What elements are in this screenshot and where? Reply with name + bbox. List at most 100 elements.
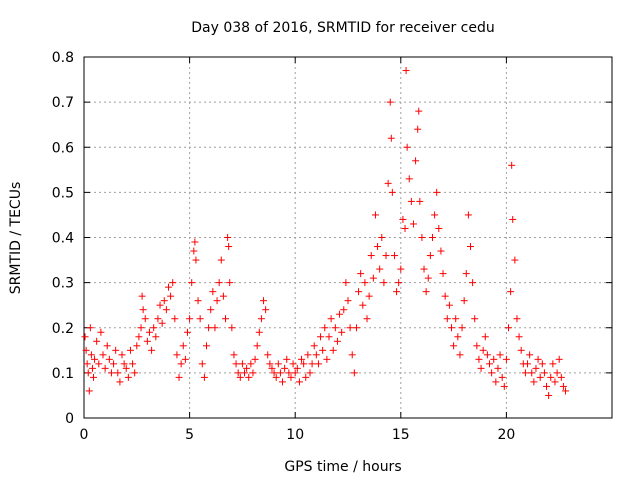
- data-point: [441, 292, 449, 300]
- data-point: [521, 369, 529, 377]
- data-point: [534, 355, 542, 363]
- data-point: [528, 369, 536, 377]
- data-point: [456, 351, 464, 359]
- data-point: [361, 279, 369, 287]
- data-point: [279, 378, 287, 386]
- data-point: [116, 378, 124, 386]
- data-point: [562, 387, 570, 395]
- data-point: [194, 297, 202, 305]
- data-point: [454, 333, 462, 341]
- data-point: [162, 306, 170, 314]
- data-point: [412, 157, 420, 165]
- data-point: [138, 292, 146, 300]
- data-point: [103, 342, 111, 350]
- data-point: [164, 283, 172, 291]
- data-point: [443, 315, 451, 323]
- data-point: [471, 315, 479, 323]
- data-point: [530, 378, 538, 386]
- data-point: [369, 274, 377, 282]
- data-point: [460, 297, 468, 305]
- data-point: [365, 292, 373, 300]
- data-point: [105, 355, 113, 363]
- data-point: [505, 324, 513, 332]
- data-point: [319, 346, 327, 354]
- data-point: [154, 315, 162, 323]
- y-tick-label: 0.8: [52, 50, 74, 66]
- data-point: [445, 301, 453, 309]
- data-point: [466, 243, 474, 251]
- data-point: [329, 346, 337, 354]
- data-point: [450, 342, 458, 350]
- data-point: [538, 360, 546, 368]
- data-point: [217, 256, 225, 264]
- data-point: [283, 355, 291, 363]
- data-point: [114, 369, 122, 377]
- data-point: [431, 211, 439, 219]
- data-point: [479, 346, 487, 354]
- data-point: [255, 328, 263, 336]
- x-axis-title: GPS time / hours: [284, 459, 401, 475]
- data-point: [133, 342, 141, 350]
- data-point: [88, 364, 96, 372]
- data-point: [110, 360, 118, 368]
- data-point: [175, 373, 183, 381]
- data-point: [171, 315, 179, 323]
- data-point: [458, 324, 466, 332]
- axis-ticks: [83, 56, 612, 419]
- y-tick-label: 0.6: [52, 140, 74, 156]
- data-point: [84, 369, 92, 377]
- data-point: [90, 373, 98, 381]
- data-point: [295, 378, 303, 386]
- data-point: [179, 342, 187, 350]
- x-tick-label: 0: [80, 427, 89, 443]
- data-point: [496, 351, 504, 359]
- data-point: [126, 346, 134, 354]
- data-point: [502, 355, 510, 363]
- x-tick-label: 20: [497, 427, 515, 443]
- data-point: [543, 382, 551, 390]
- data-point: [300, 360, 308, 368]
- data-point: [207, 306, 215, 314]
- data-point: [378, 234, 386, 241]
- data-point: [418, 234, 426, 241]
- data-point: [384, 179, 392, 187]
- data-point: [357, 270, 365, 278]
- data-point: [409, 220, 417, 228]
- data-point: [325, 333, 333, 341]
- y-tick-label: 0.2: [52, 321, 74, 337]
- data-point: [447, 324, 455, 332]
- data-point: [524, 360, 532, 368]
- data-point: [488, 369, 496, 377]
- data-point: [129, 360, 137, 368]
- data-point: [549, 360, 557, 368]
- data-point: [158, 319, 166, 327]
- data-point: [376, 265, 384, 273]
- x-tick-label: 15: [392, 427, 410, 443]
- data-point: [213, 297, 221, 305]
- data-point: [397, 265, 405, 273]
- data-point: [359, 301, 367, 309]
- x-tick-label: 10: [286, 427, 304, 443]
- data-point: [150, 324, 158, 332]
- data-point: [97, 328, 105, 336]
- data-point: [83, 360, 91, 368]
- data-point: [492, 378, 500, 386]
- data-point: [202, 342, 210, 350]
- data-point: [508, 161, 516, 169]
- data-point: [304, 351, 312, 359]
- data-point: [547, 373, 555, 381]
- data-point: [91, 355, 99, 363]
- data-point: [382, 252, 390, 260]
- data-point: [314, 360, 322, 368]
- data-point: [139, 306, 147, 314]
- data-point: [401, 224, 409, 232]
- data-point: [336, 310, 344, 318]
- data-point: [402, 67, 410, 75]
- data-point: [298, 355, 306, 363]
- y-tick-labels: 0 0.1 0.2 0.3 0.4 0.5 0.6 0.7 0.8: [52, 50, 74, 427]
- data-point: [473, 342, 481, 350]
- data-point: [257, 315, 265, 323]
- data-point: [222, 315, 230, 323]
